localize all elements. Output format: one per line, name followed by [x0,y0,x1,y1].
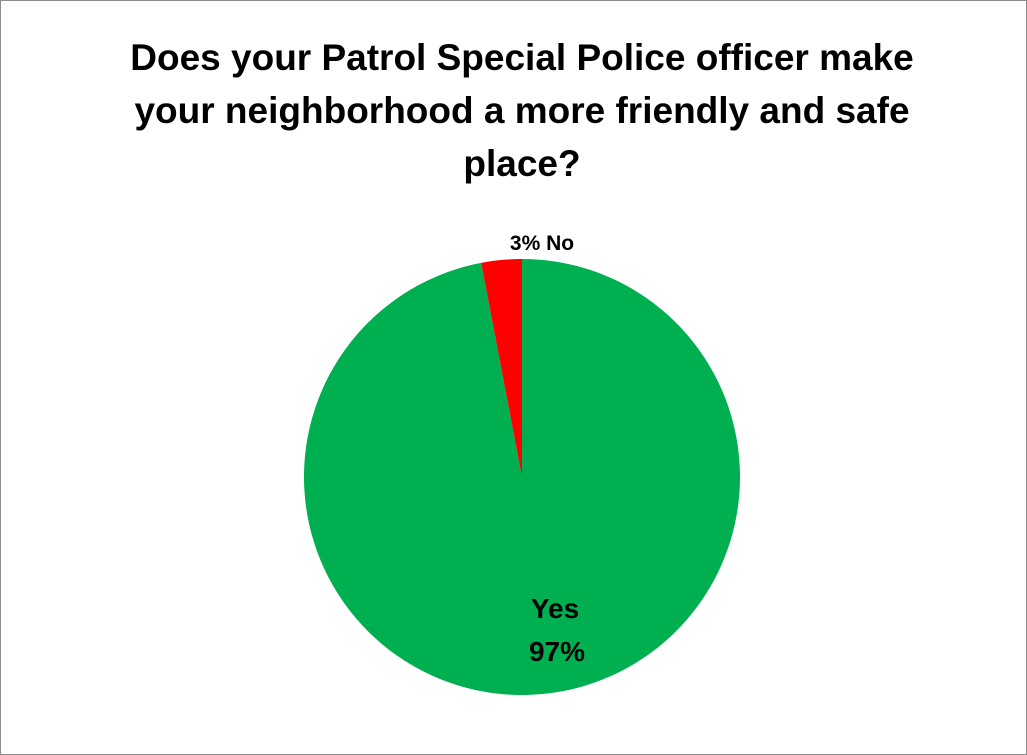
data-label-no: 3% No [510,232,574,255]
pie-slices [303,259,740,695]
chart-title: Does your Patrol Special Police officer … [130,37,914,184]
pie-slice-no [481,259,522,477]
pie-slice-yes [303,259,740,695]
data-label-yes-value: 97% [529,636,585,667]
data-label-yes-name: Yes [531,593,579,624]
pie-data-labels: Yes 97% 3% No [510,232,585,667]
